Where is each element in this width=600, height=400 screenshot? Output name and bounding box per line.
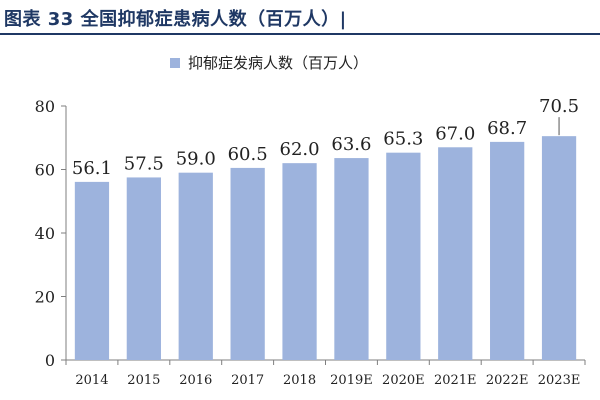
value-label: 70.5	[539, 96, 579, 117]
y-tick-label: 80	[35, 97, 55, 116]
x-tick-label: 2022E	[486, 373, 529, 388]
legend-swatch	[170, 58, 180, 68]
bar	[386, 152, 421, 360]
bar	[74, 181, 110, 360]
value-label: 62.0	[280, 139, 320, 160]
figure-title-rule	[0, 33, 600, 35]
x-tick-label: 2019E	[330, 373, 373, 388]
x-tick-label: 2017	[231, 373, 264, 388]
value-label: 65.3	[383, 129, 423, 150]
x-axis: 2014 2015 2016 2017 2018 2019E 2020E 2021E 2022E…	[65, 359, 586, 388]
value-label: 60.5	[228, 144, 268, 165]
bar	[178, 172, 213, 360]
bar	[438, 147, 473, 360]
x-tick-label: 2021E	[434, 373, 477, 388]
value-label: 63.6	[331, 134, 371, 155]
value-label: 57.5	[124, 153, 164, 174]
x-tick-label: 2015	[127, 373, 160, 388]
value-label: 67.0	[435, 123, 475, 144]
bar	[334, 158, 369, 360]
bar-series	[74, 136, 577, 360]
x-tick-label: 2018	[283, 373, 316, 388]
bar	[490, 141, 525, 360]
bar	[282, 163, 317, 360]
value-label: 68.7	[487, 118, 527, 139]
x-tick-label: 2016	[179, 373, 212, 388]
y-tick-label: 20	[35, 288, 55, 307]
value-label: 59.0	[176, 149, 216, 170]
value-labels: 56.1 57.5 59.0 60.5 62.0 63.6 65.3 67.0 68.7 70.5	[72, 96, 579, 179]
bar	[541, 136, 577, 360]
x-tick-label: 2020E	[382, 373, 425, 388]
chart-legend: 抑郁症发病人数（百万人）	[170, 54, 368, 72]
legend-label: 抑郁症发病人数（百万人）	[188, 54, 368, 72]
bar	[126, 177, 161, 360]
x-tick-label: 2023E	[538, 373, 581, 388]
y-tick-label: 40	[35, 224, 55, 243]
y-tick-label: 0	[45, 351, 55, 370]
x-tick-label: 2014	[75, 373, 108, 388]
y-axis: 0 20 40 60 80	[35, 97, 67, 370]
figure-title: 图表 33 全国抑郁症患病人数（百万人）|	[4, 9, 347, 30]
figure-header: 图表 33 全国抑郁症患病人数（百万人）|	[0, 0, 600, 36]
bar	[230, 167, 265, 360]
value-label: 56.1	[72, 158, 112, 179]
y-tick-label: 60	[35, 161, 55, 180]
